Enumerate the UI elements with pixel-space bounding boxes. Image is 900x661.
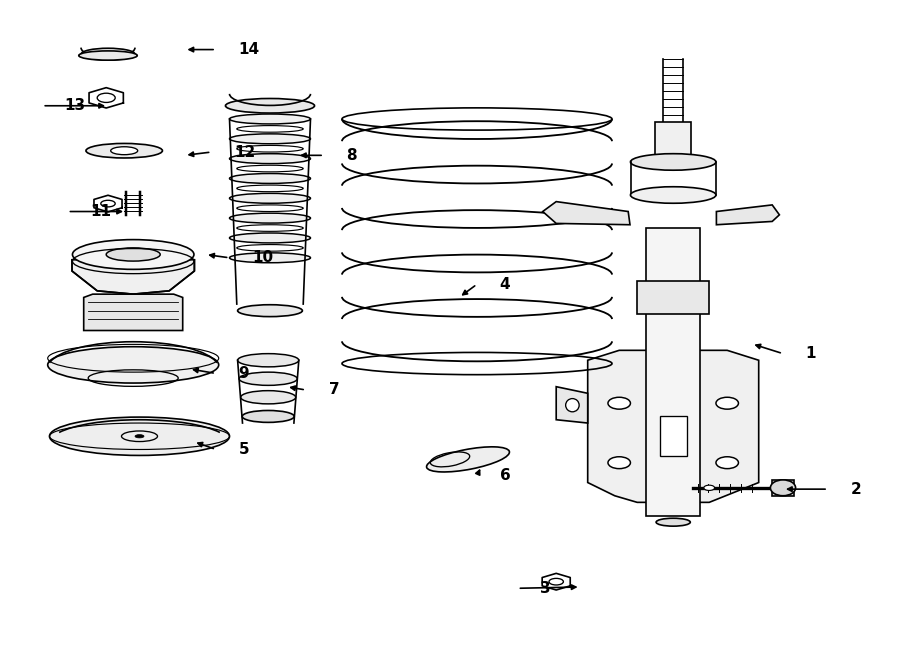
Ellipse shape: [106, 248, 160, 261]
Text: 1: 1: [806, 346, 816, 361]
Text: 11: 11: [90, 204, 111, 219]
Polygon shape: [543, 202, 630, 225]
Text: 7: 7: [328, 383, 339, 397]
FancyBboxPatch shape: [660, 416, 687, 456]
Ellipse shape: [111, 147, 138, 155]
Ellipse shape: [716, 397, 738, 409]
Ellipse shape: [565, 399, 580, 412]
Text: 6: 6: [500, 469, 510, 483]
Ellipse shape: [50, 417, 230, 455]
Text: 9: 9: [238, 366, 249, 381]
Ellipse shape: [230, 174, 310, 183]
Ellipse shape: [86, 143, 163, 158]
FancyBboxPatch shape: [646, 228, 700, 516]
FancyBboxPatch shape: [637, 281, 709, 314]
Text: 8: 8: [346, 148, 357, 163]
Text: 10: 10: [252, 251, 273, 265]
Ellipse shape: [239, 372, 297, 385]
Ellipse shape: [230, 154, 310, 163]
Polygon shape: [772, 480, 794, 496]
Ellipse shape: [230, 193, 310, 203]
Ellipse shape: [72, 239, 194, 270]
Ellipse shape: [238, 305, 302, 317]
Text: 13: 13: [65, 98, 86, 113]
Ellipse shape: [770, 480, 796, 496]
Ellipse shape: [608, 397, 630, 409]
Text: 12: 12: [234, 145, 256, 159]
Ellipse shape: [81, 48, 135, 60]
Ellipse shape: [48, 346, 219, 383]
Polygon shape: [556, 387, 588, 423]
Polygon shape: [84, 294, 183, 330]
Ellipse shape: [630, 186, 716, 204]
Ellipse shape: [225, 98, 315, 113]
Polygon shape: [716, 205, 779, 225]
Ellipse shape: [238, 354, 299, 367]
Text: 5: 5: [238, 442, 249, 457]
Ellipse shape: [230, 233, 310, 243]
Text: 14: 14: [238, 42, 259, 57]
Ellipse shape: [230, 134, 310, 143]
Ellipse shape: [230, 114, 310, 124]
Ellipse shape: [716, 457, 738, 469]
Text: 3: 3: [540, 581, 551, 596]
Ellipse shape: [656, 518, 690, 526]
Ellipse shape: [630, 154, 716, 170]
Ellipse shape: [135, 435, 144, 438]
Ellipse shape: [240, 391, 296, 404]
Ellipse shape: [230, 253, 310, 262]
Ellipse shape: [79, 51, 137, 60]
Text: 4: 4: [500, 277, 510, 292]
Ellipse shape: [427, 447, 509, 472]
Text: 2: 2: [850, 482, 861, 496]
Ellipse shape: [230, 213, 310, 223]
Ellipse shape: [608, 457, 630, 469]
Ellipse shape: [242, 410, 294, 422]
Ellipse shape: [704, 485, 715, 490]
FancyBboxPatch shape: [655, 122, 691, 165]
Polygon shape: [588, 350, 759, 502]
Polygon shape: [72, 260, 194, 294]
